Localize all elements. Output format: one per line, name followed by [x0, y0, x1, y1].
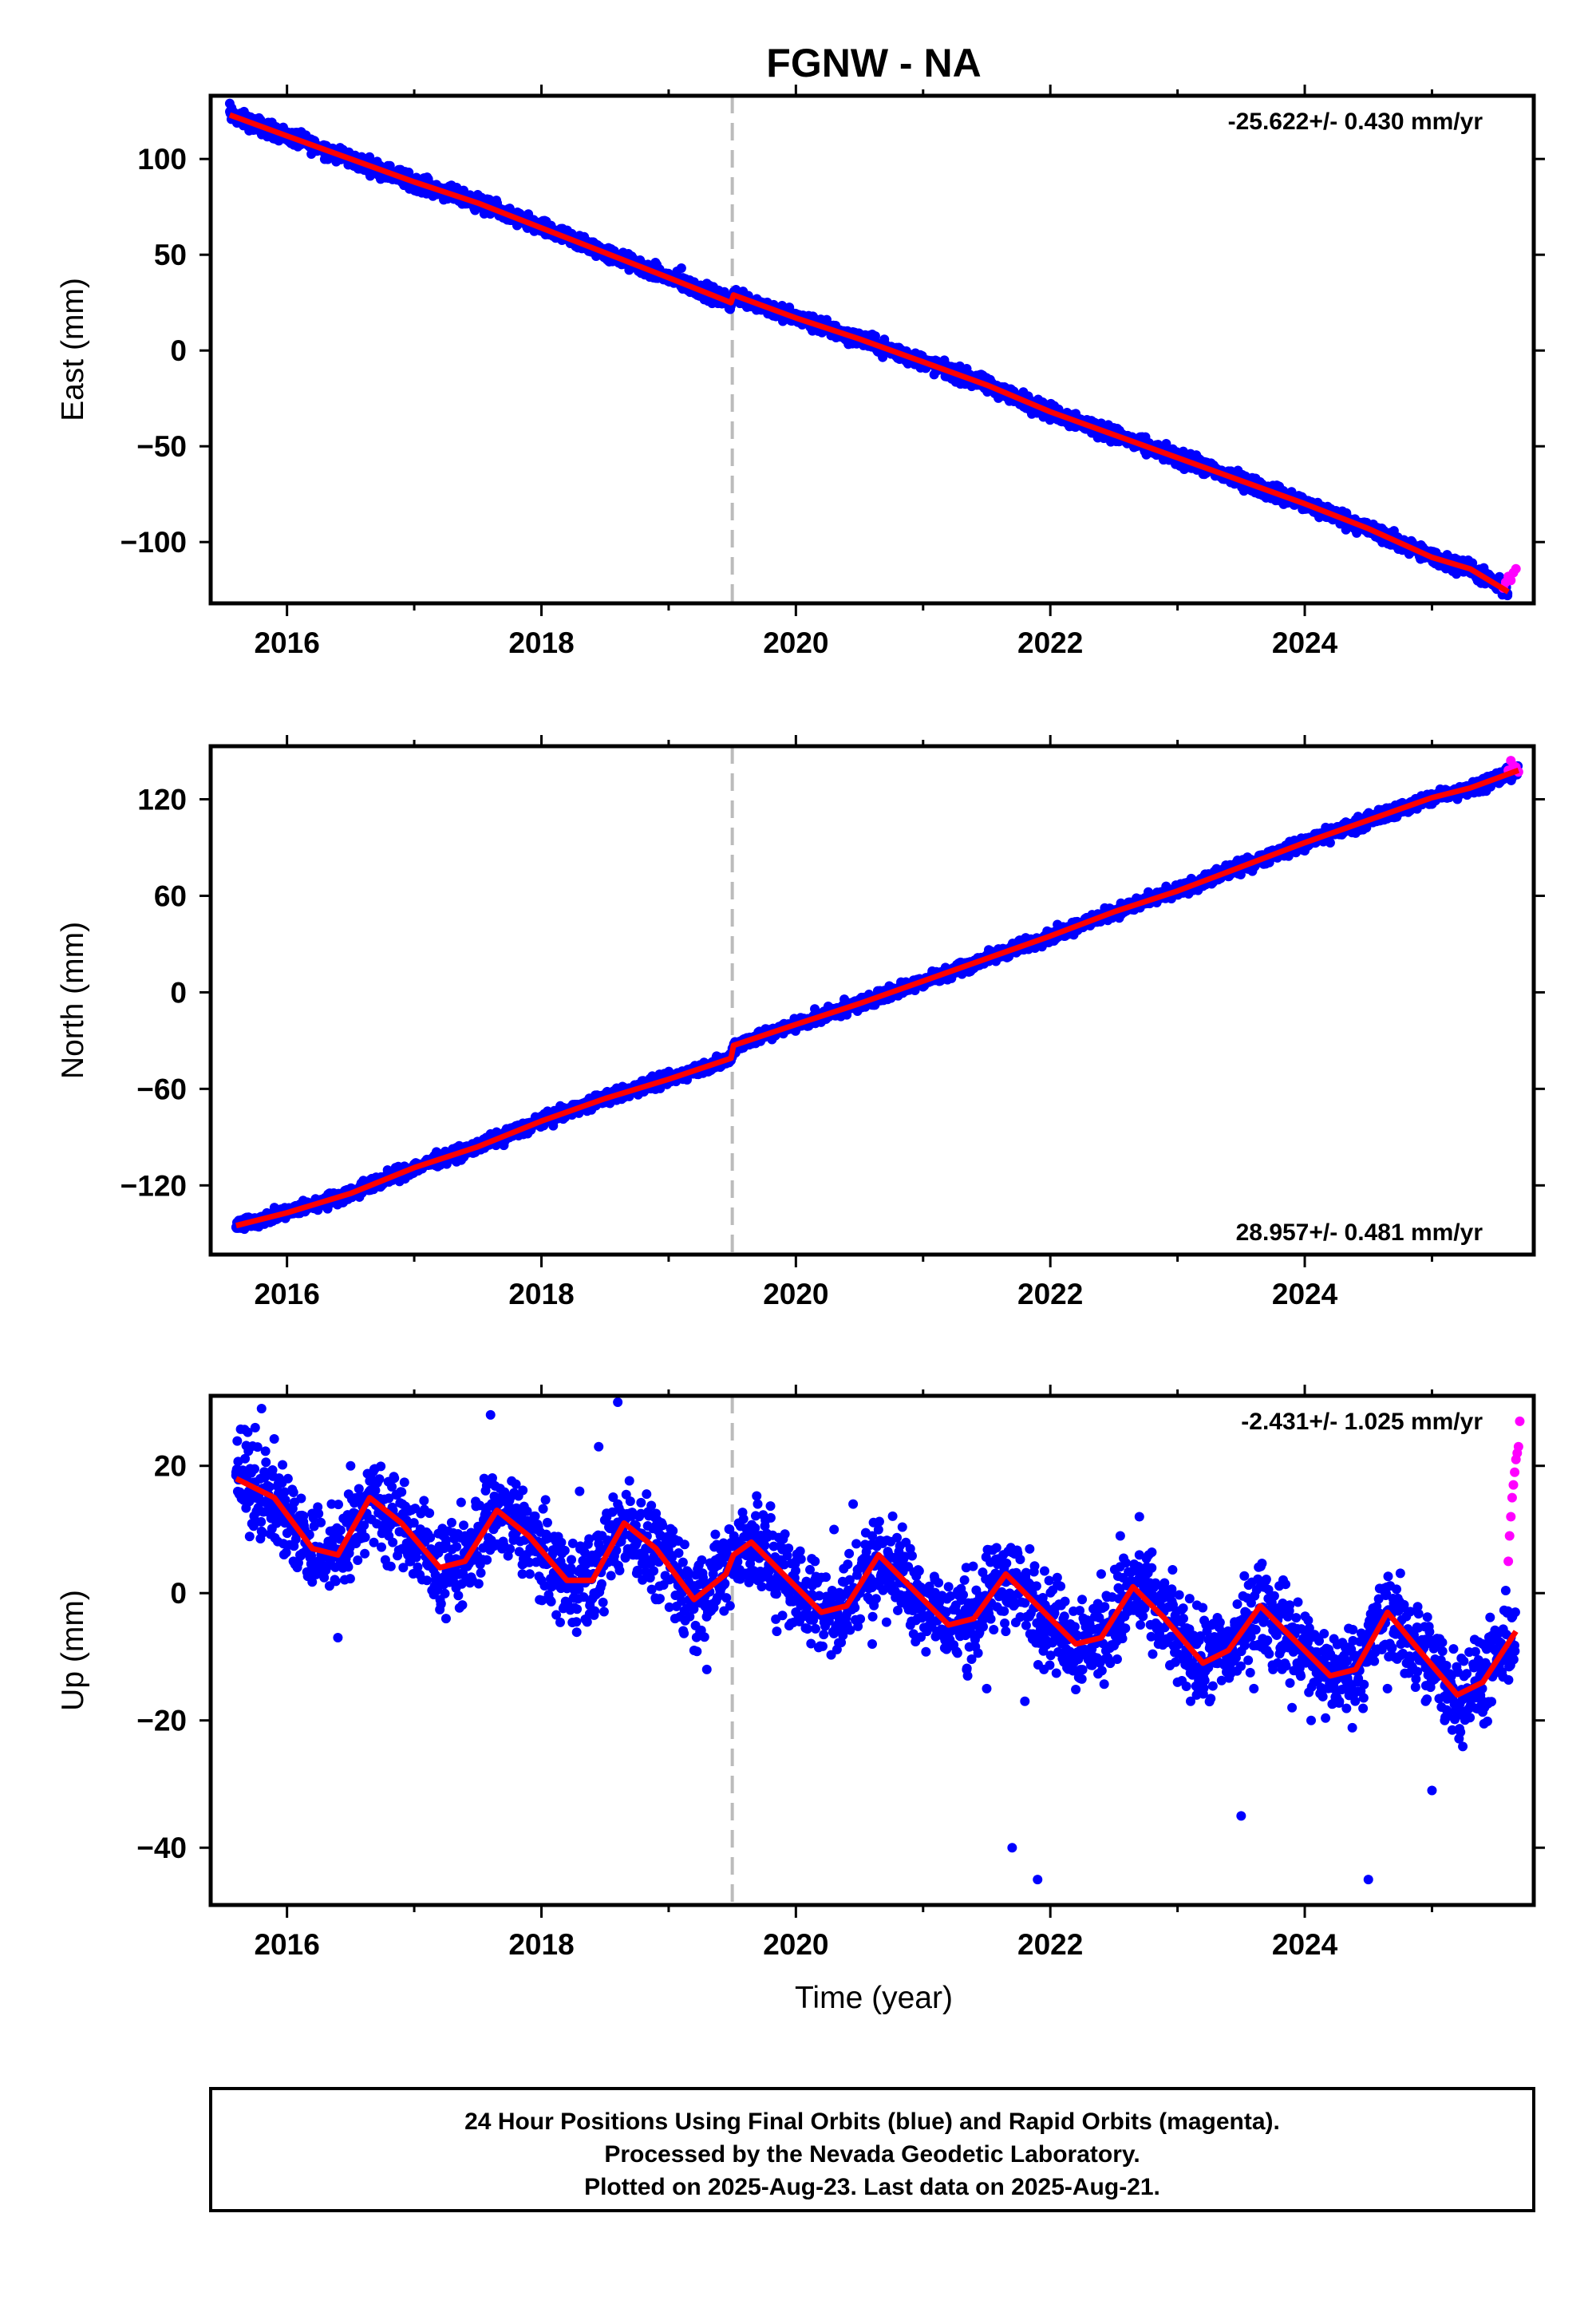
rate-annotation: -25.622+/- 0.430 mm/yr [1228, 109, 1483, 135]
y-tick-label: 0 [170, 976, 187, 1009]
x-tick-label: 2020 [763, 1278, 828, 1310]
final-point [676, 263, 686, 273]
y-tick-label: −120 [120, 1169, 187, 1202]
final-point [404, 168, 414, 178]
x-tick-label: 2018 [508, 1278, 574, 1310]
final-point [650, 259, 661, 270]
x-tick-label: 2022 [1017, 1278, 1083, 1310]
y-tick-label: 100 [137, 143, 187, 176]
x-tick-label: 2024 [1272, 1278, 1338, 1310]
y-tick-label: −60 [136, 1073, 187, 1105]
y-axis-label: East (mm) [56, 278, 90, 421]
x-tick-label: 2022 [1017, 626, 1083, 659]
y-tick-label: −50 [136, 430, 187, 463]
x-tick-label: 2018 [508, 626, 574, 659]
x-tick-label: 2024 [1272, 626, 1338, 659]
chart-title: FGNW - NA [766, 41, 981, 85]
final-point [701, 279, 712, 289]
x-tick-label: 2016 [254, 1278, 319, 1310]
x-tick-label: 2016 [254, 626, 319, 659]
y-tick-label: −100 [120, 526, 187, 559]
final-point [224, 98, 235, 109]
x-tick-label: 2020 [763, 626, 828, 659]
y-tick-label: 120 [137, 784, 187, 816]
y-tick-label: 50 [154, 239, 187, 271]
y-tick-label: 0 [170, 334, 187, 367]
rapid-point [1511, 563, 1521, 574]
y-axis-label: North (mm) [56, 922, 90, 1079]
east-panel: 2016 2018 2020 2022 2024 100 50 0 −50 −100 East (m… [56, 85, 1545, 659]
y-tick-label: 60 [154, 879, 187, 912]
